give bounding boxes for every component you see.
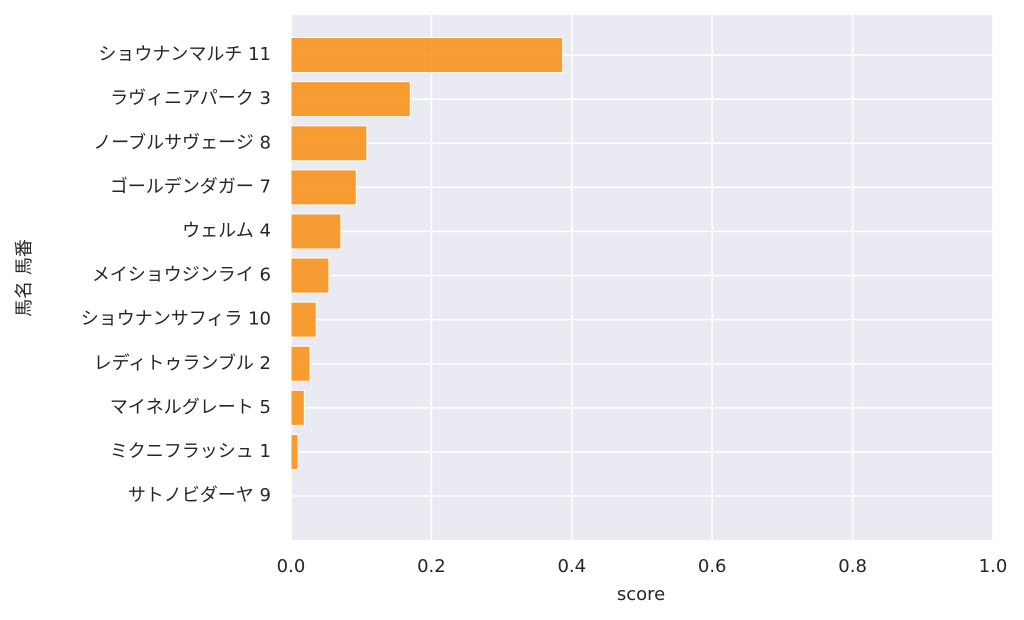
x-tick-label: 1.0 [979, 556, 1008, 577]
bar [290, 345, 311, 382]
y-tick-label: ショウナンサフィラ 10 [81, 309, 271, 330]
bar [290, 37, 564, 74]
x-tick-label: 0.0 [277, 556, 306, 577]
y-tick-label: ウェルム 4 [182, 220, 271, 241]
bar [290, 433, 299, 470]
y-tick-label: ラヴィニアパーク 3 [110, 88, 271, 109]
bar [290, 81, 411, 118]
y-tick-label: サトノビダーヤ 9 [128, 485, 271, 506]
y-tick-label: ミクニフラッシュ 1 [110, 441, 271, 462]
bar [290, 125, 368, 162]
x-tick-label: 0.2 [417, 556, 446, 577]
y-tick-label: メイショウジンライ 6 [92, 265, 271, 286]
bar [290, 301, 317, 338]
y-tick-label: ノーブルサヴェージ 8 [93, 131, 271, 153]
y-tick-label: レディトゥランブル 2 [94, 352, 271, 374]
bar [290, 169, 357, 206]
bar [290, 213, 342, 250]
x-tick-label: 0.8 [838, 556, 867, 577]
y-tick-label: ゴールデンダガー 7 [110, 176, 271, 197]
x-axis-label: score [617, 584, 665, 605]
x-tick-label: 0.4 [557, 556, 586, 577]
y-tick-label: ショウナンマルチ 11 [98, 44, 271, 65]
bar [290, 478, 293, 515]
x-tick-label: 0.6 [698, 556, 727, 577]
bar [290, 257, 330, 294]
y-axis-label: 馬名 馬番 [14, 239, 35, 317]
bar [290, 389, 305, 426]
y-tick-label: マイネルグレート 5 [110, 397, 271, 418]
